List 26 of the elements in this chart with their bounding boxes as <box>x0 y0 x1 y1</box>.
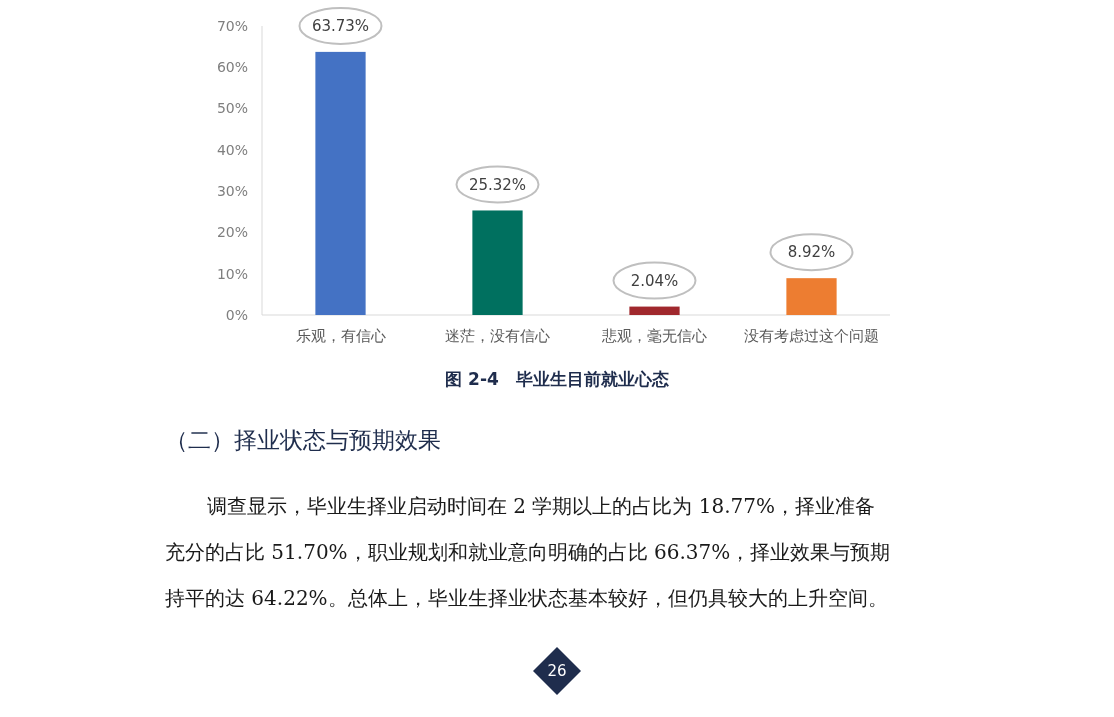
bar <box>629 306 680 315</box>
y-tick-label: 70% <box>216 17 248 34</box>
x-tick-label: 迷茫，没有信心 <box>445 327 550 345</box>
data-label: 2.04% <box>630 271 679 290</box>
data-label: 25.32% <box>468 175 527 194</box>
bar <box>472 210 523 315</box>
y-tick-label: 30% <box>216 183 248 200</box>
y-tick-label: 0% <box>225 306 248 323</box>
y-tick-label: 40% <box>216 141 248 158</box>
x-tick-label: 乐观，有信心 <box>295 327 386 345</box>
y-tick-label: 10% <box>216 265 248 282</box>
text: 持平的达 64.22%。总体上，毕业生择业状态基本较好，但仍具较大的上升空间。 <box>165 586 888 610</box>
bar <box>315 51 366 315</box>
y-tick-label: 20% <box>216 224 248 241</box>
data-label: 63.73% <box>311 17 370 36</box>
text: （二）择业状态与预期效果 <box>165 427 441 453</box>
y-tick-label: 50% <box>216 100 248 117</box>
text: 图 2-4 毕业生目前就业心态 <box>445 369 669 389</box>
data-label: 8.92% <box>787 243 836 262</box>
y-tick-label: 60% <box>216 59 248 76</box>
text: 调查显示，毕业生择业启动时间在 2 学期以上的占比为 18.77%，择业准备 <box>207 494 876 518</box>
bar <box>786 278 837 315</box>
x-tick-label: 没有考虑过这个问题 <box>744 327 879 345</box>
text: 26 <box>547 662 567 681</box>
x-tick-label: 悲观，毫无信心 <box>601 327 707 345</box>
text: 充分的占比 51.70%，职业规划和就业意向明确的占比 66.37%，择业效果与预期 <box>165 540 891 564</box>
